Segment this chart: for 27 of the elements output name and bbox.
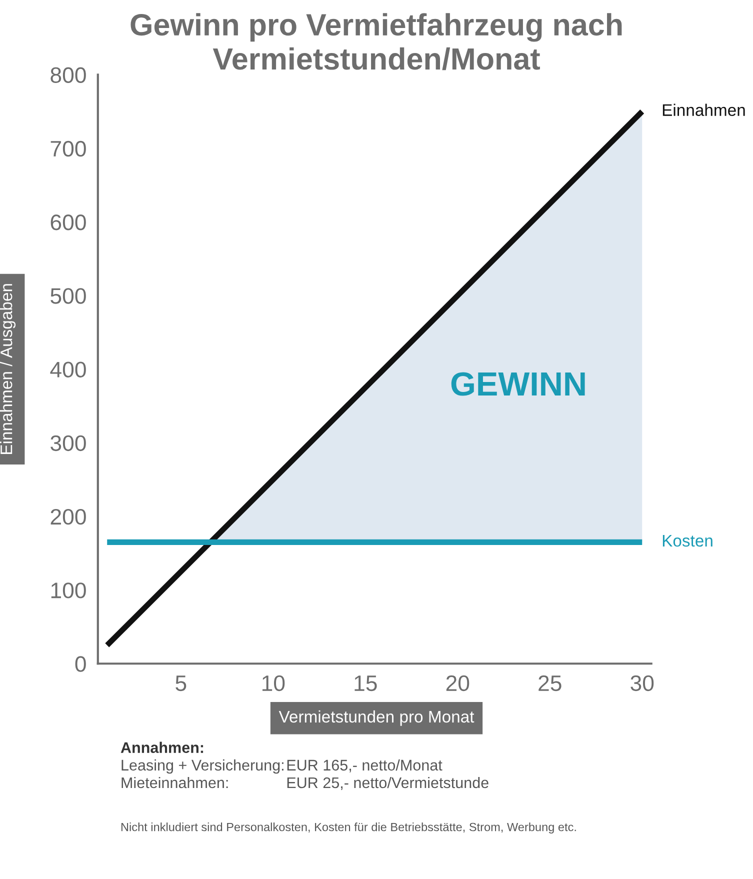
x-axis-title: Vermietstunden pro Monat — [278, 710, 474, 726]
y-tick-label: 600 — [50, 214, 86, 230]
y-tick-label: 400 — [50, 362, 86, 378]
y-tick-label: 200 — [50, 508, 86, 525]
y-tick-label: 500 — [50, 288, 86, 304]
text: EUR 25,- netto/Vermietstunde — [287, 776, 488, 790]
y-tick-label: 300 — [50, 435, 86, 452]
x-tick-label: 15 — [354, 676, 377, 692]
x-tick-label: 5 — [176, 676, 186, 692]
text: Mieteinnahmen: — [122, 776, 228, 788]
x-tick-label: 30 — [630, 675, 654, 692]
y-axis-title: Einnahmen / Ausgaben — [0, 284, 16, 454]
x-tick-label: 25 — [538, 675, 562, 692]
text: EUR 165,- netto/Monat — [287, 759, 442, 772]
y-tick-label: 700 — [50, 140, 86, 157]
series-label: Kosten — [662, 535, 712, 547]
x-tick-label: 10 — [262, 675, 285, 692]
y-tick-label: 800 — [50, 67, 86, 83]
text: Nicht inkludiert sind Personalkosten, Kosten für die Betriebsstätte, Strom, Werbung etc. — [121, 822, 576, 834]
x-tick-label: 20 — [446, 675, 470, 692]
text: Leasing + Versicherung: — [122, 759, 284, 774]
text: Annahmen: — [120, 742, 204, 754]
annotation: GEWINN — [451, 372, 585, 396]
series-label: Einnahmen — [662, 104, 745, 116]
y-tick-label: 0 — [75, 656, 86, 672]
y-tick-label: 100 — [51, 582, 86, 598]
chart-title: Gewinn pro Vermietfahrzeug nach Vermietstunden/Monat — [130, 13, 622, 70]
